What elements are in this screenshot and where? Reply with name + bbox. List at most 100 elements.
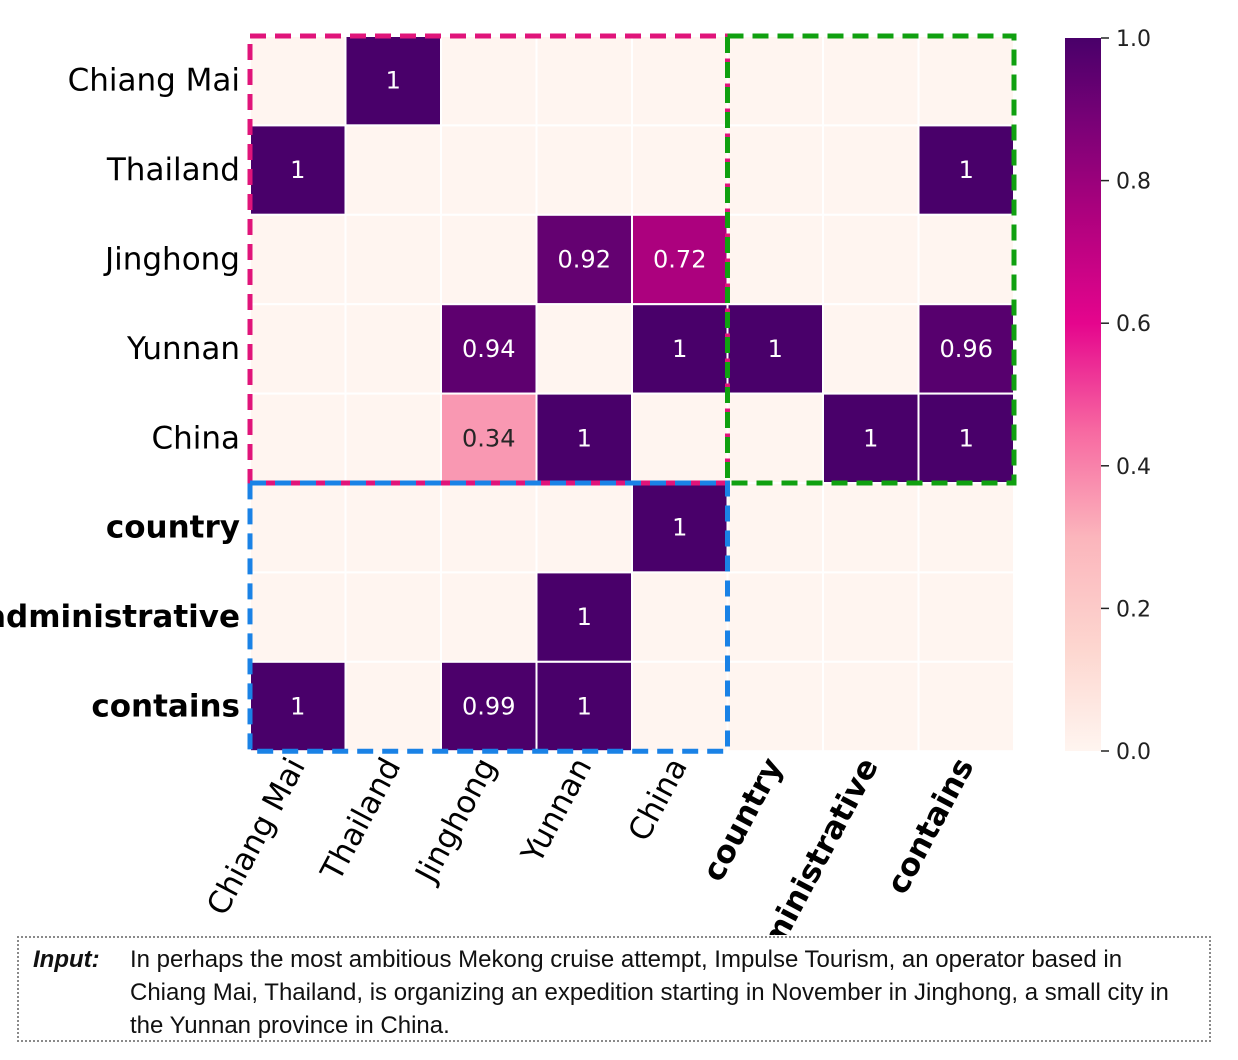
colorbar: 0.0 0.2 0.4 0.6 0.8 1.0 [1065,27,1151,765]
heatmap-cell [822,392,920,485]
heatmap-cell [440,124,538,216]
highlight-regions [247,33,1017,754]
heatmap-cell [440,392,538,485]
cell-value-label: 0.94 [462,335,515,363]
heatmap-cell [249,482,347,574]
heatmap-cell [249,660,347,753]
input-caption-box: Input: In perhaps the most ambitious Mek… [17,936,1211,1042]
heatmap-cell [344,35,442,127]
cell-value-label: 1 [577,603,592,631]
heatmap-cell [822,124,920,216]
heatmap-cell [249,303,347,395]
row-label: China [151,420,240,456]
heatmap-cells [249,35,1015,753]
heatmap-cell [631,392,729,485]
heatmap-cell [726,571,824,663]
heatmap-cell [726,124,824,216]
heatmap-cell [249,571,347,663]
cell-value-label: 0.99 [462,693,515,721]
heatmap-cell [440,660,538,753]
heatmap-cell [344,392,442,485]
heatmap-cell [822,571,920,663]
column-label: Yunnan [514,752,599,870]
heatmap-cell [726,35,824,127]
highlight-region-relation-entity [247,480,730,754]
heatmap-cell [917,213,1015,306]
cell-value-label: 0.72 [653,246,706,274]
colorbar-tick-label: 0.2 [1116,597,1151,622]
heatmap-cell-labels: 1 1 1 0.92 0.72 0.94 1 1 0.96 0.34 1 1 1 1 1 1 0.99 1 [290,67,993,721]
row-label: Chiang Mai [68,63,240,99]
column-label: Thailand [314,752,409,887]
heatmap-cell [631,571,729,663]
heatmap-cell [822,35,920,127]
heatmap-cell [917,660,1015,753]
cell-value-label: 1 [672,514,687,542]
heatmap-cell [440,35,538,127]
cell-value-label: 1 [768,335,783,363]
heatmap-cell [917,124,1015,216]
colorbar-gradient [1065,38,1101,751]
colorbar-tick-label: 1.0 [1116,27,1151,52]
heatmap-cell [917,571,1015,663]
heatmap-cell [822,660,920,753]
heatmap-cell [535,482,633,574]
heatmap-cell [822,482,920,574]
heatmap-cell [726,482,824,574]
cell-value-label: 1 [290,693,305,721]
heatmap-cell [631,35,729,127]
heatmap-cell [249,124,347,216]
cell-value-label: 1 [672,335,687,363]
column-labels: Chiang Mai Thailand Jinghong Yunnan China cou… [200,752,981,935]
row-label: Jinghong [103,242,240,278]
heatmap-cell [344,303,442,395]
heatmap-cell [440,571,538,663]
cell-value-label: 0.92 [558,246,611,274]
row-label: Yunnan [126,331,240,367]
heatmap-cell [440,482,538,574]
heatmap-cell [631,124,729,216]
input-text: In perhaps the most ambitious Mekong cru… [130,946,1169,1039]
cell-value-label: 1 [290,156,305,184]
heatmap-cell [440,213,538,306]
heatmap-cell [249,213,347,306]
heatmap-cell [535,303,633,395]
row-label: country [106,510,240,546]
heatmap-cell [344,482,442,574]
heatmap-cell [726,660,824,753]
row-label: administrative [0,599,240,635]
heatmap-cell [726,392,824,485]
attention-heatmap: 1 1 1 0.92 0.72 0.94 1 1 0.96 0.34 1 1 1 1 1 1 0.99 1 Chi… [0,27,1151,935]
row-labels: Chiang Mai Thailand Jinghong Yunnan China cou… [0,63,240,725]
cell-value-label: 1 [386,67,401,95]
column-label: Jinghong [408,752,504,890]
heatmap-cell [440,303,538,395]
cell-value-label: 1 [959,156,974,184]
heatmap-cell [344,571,442,663]
colorbar-tick-label: 0.8 [1116,170,1151,195]
heatmap-cell [344,213,442,306]
row-label: Thailand [106,152,240,188]
heatmap-cell [344,124,442,216]
heatmap-cell [535,660,633,753]
heatmap-cell [822,303,920,395]
column-label: country [696,752,791,887]
colorbar-tick-label: 0.6 [1116,312,1151,337]
heatmap-cell [249,35,347,127]
cell-value-label: 1 [577,693,592,721]
cell-value-label: 1 [959,424,974,452]
input-label: Input: [33,946,100,973]
heatmap-cell [344,660,442,753]
heatmap-cell [917,35,1015,127]
column-label: contains [880,752,982,900]
cell-value-label: 1 [863,424,878,452]
heatmap-cell [822,213,920,306]
heatmap-cell [631,660,729,753]
colorbar-tick-label: 0.0 [1116,740,1151,765]
heatmap-cell [535,35,633,127]
heatmap-cell [726,213,824,306]
colorbar-tick-label: 0.4 [1116,455,1151,480]
highlight-region-entity-relation [725,33,1017,486]
cell-value-label: 0.96 [940,335,993,363]
row-label: contains [91,689,240,725]
